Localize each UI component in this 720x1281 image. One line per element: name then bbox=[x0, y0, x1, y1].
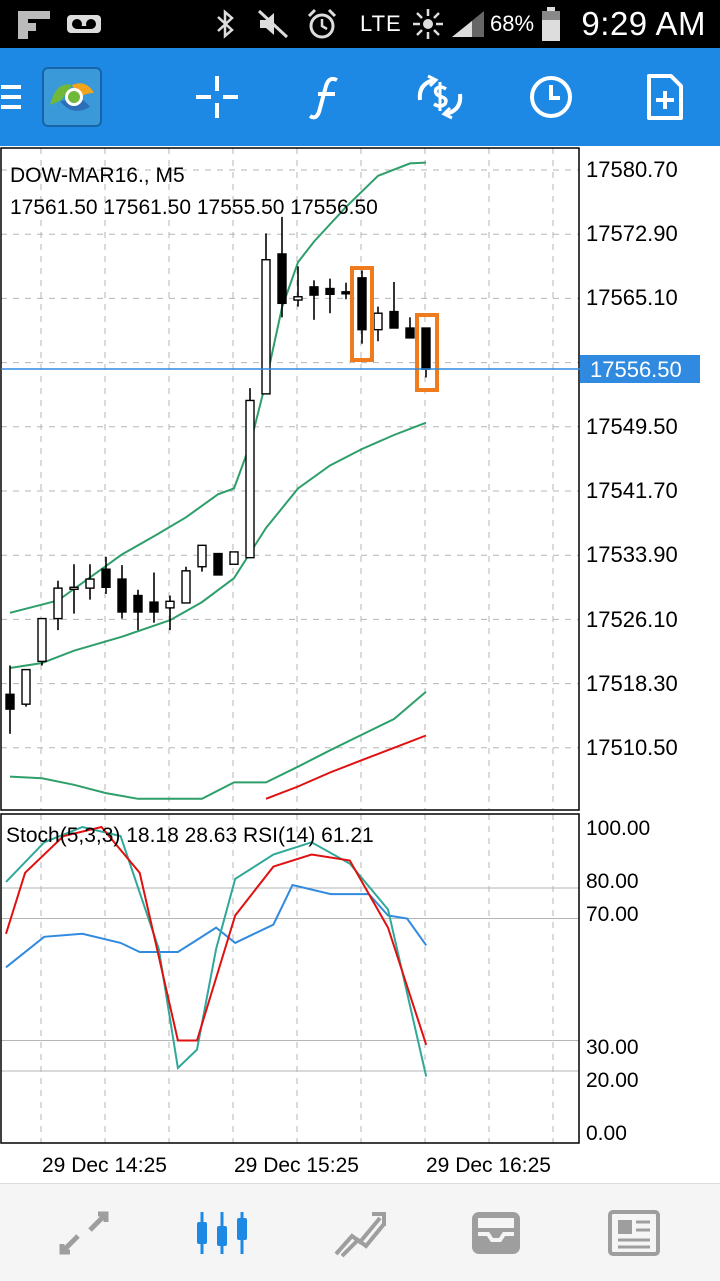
candle-bearish bbox=[277, 253, 287, 305]
price-panel-frame bbox=[0, 147, 580, 811]
candle-bearish bbox=[421, 327, 431, 370]
indicator-tick: 100.00 bbox=[586, 817, 650, 840]
candle-bullish bbox=[229, 551, 239, 565]
time-label: 29 Dec 16:25 bbox=[426, 1154, 551, 1177]
clock-icon[interactable] bbox=[524, 48, 578, 146]
price-tick: 17565.10 bbox=[586, 285, 678, 310]
menu-icon[interactable] bbox=[0, 48, 24, 146]
trade-icon[interactable] bbox=[410, 48, 470, 146]
indicator-tick: 30.00 bbox=[586, 1036, 639, 1059]
time-label: 29 Dec 14:25 bbox=[42, 1154, 167, 1177]
candle-bullish bbox=[197, 544, 207, 568]
battery-icon bbox=[540, 0, 562, 48]
price-tick: 17533.90 bbox=[586, 542, 678, 567]
trade-nav-icon[interactable] bbox=[312, 1184, 408, 1281]
highlight-box-candle-1 bbox=[350, 266, 374, 362]
candle-bearish bbox=[149, 601, 159, 613]
current-price-label: 17556.50 bbox=[590, 357, 682, 382]
bollinger-lower-line bbox=[9, 691, 427, 800]
candle-bearish bbox=[117, 578, 127, 613]
candle-bearish bbox=[213, 552, 223, 576]
chart-grid bbox=[1, 148, 579, 1143]
stochastic-signal-line bbox=[5, 825, 428, 1046]
price-tick: 17580.70 bbox=[586, 157, 678, 182]
bluetooth-icon bbox=[214, 0, 236, 48]
candle-bearish bbox=[389, 310, 399, 329]
price-tick: 17518.30 bbox=[586, 671, 678, 696]
indicator-panel-frame bbox=[0, 813, 580, 1144]
indicator-tick: 80.00 bbox=[586, 870, 639, 893]
candle-bullish bbox=[165, 600, 175, 609]
candle-bullish bbox=[37, 617, 47, 663]
mute-icon bbox=[256, 0, 290, 48]
function-icon[interactable] bbox=[300, 48, 354, 146]
time-label: 29 Dec 15:25 bbox=[234, 1154, 359, 1177]
highlight-box-candle-2 bbox=[415, 313, 439, 392]
status-bar: LTE 68% 9:29 AM bbox=[0, 0, 720, 48]
quotes-nav-icon[interactable] bbox=[36, 1184, 132, 1281]
candle-bullish bbox=[69, 586, 79, 590]
news-nav-icon[interactable] bbox=[586, 1184, 682, 1281]
symbol-label: DOW-MAR16., M5 bbox=[10, 164, 185, 187]
candle-bearish bbox=[101, 568, 111, 589]
current-price-tag bbox=[580, 355, 700, 383]
battery-percent: 68% bbox=[490, 11, 535, 36]
ohlc-label: 17561.50 17561.50 17555.50 17556.50 bbox=[10, 196, 378, 219]
price-tick: 17572.90 bbox=[586, 221, 678, 246]
price-tick: 17510.50 bbox=[586, 735, 678, 760]
signal-icon bbox=[450, 0, 486, 48]
candle-bullish bbox=[85, 578, 95, 589]
alarm-icon bbox=[305, 0, 339, 48]
price-tick: 17549.50 bbox=[586, 414, 678, 439]
indicator-tick: 70.00 bbox=[586, 903, 639, 926]
candle-bearish bbox=[133, 594, 143, 613]
candle-bearish bbox=[341, 291, 351, 295]
clock-time: 9:29 AM bbox=[581, 5, 706, 42]
crosshair-icon[interactable] bbox=[190, 48, 244, 146]
indicator-label: Stoch(5,3,3) 18.18 28.63 RSI(14) 61.21 bbox=[6, 824, 374, 847]
candle-bearish bbox=[309, 286, 319, 296]
candle-bullish bbox=[245, 399, 255, 559]
data-activity-icon bbox=[410, 0, 446, 48]
lte-label: LTE bbox=[360, 11, 402, 36]
moving-average-line bbox=[265, 734, 427, 800]
voicemail-icon bbox=[66, 0, 102, 48]
candle-bullish bbox=[181, 570, 191, 604]
price-tick: 17526.10 bbox=[586, 607, 678, 632]
new-document-icon[interactable] bbox=[638, 48, 692, 146]
indicator-tick: 0.00 bbox=[586, 1122, 627, 1145]
toolbar bbox=[0, 48, 720, 146]
candle-bullish bbox=[261, 259, 271, 395]
chart-nav-icon[interactable] bbox=[174, 1184, 270, 1281]
metatrader-logo-icon[interactable] bbox=[40, 48, 104, 146]
chart[interactable]: 17556.50 DOW-MAR16., M5 17561.50 17561.5… bbox=[0, 146, 720, 1183]
oscillator-lines bbox=[5, 825, 428, 1077]
indicator-tick: 20.00 bbox=[586, 1069, 639, 1092]
candle-bullish bbox=[373, 312, 383, 331]
price-tick: 17541.70 bbox=[586, 478, 678, 503]
rsi-line bbox=[5, 883, 428, 969]
history-nav-icon[interactable] bbox=[448, 1184, 544, 1281]
candle-bearish bbox=[5, 693, 15, 710]
bottom-navigation bbox=[0, 1183, 720, 1281]
candles bbox=[5, 216, 431, 734]
candle-bearish bbox=[325, 287, 335, 295]
bollinger-middle-line bbox=[9, 421, 427, 669]
candle-bearish bbox=[405, 327, 415, 339]
candle-bullish bbox=[53, 587, 63, 620]
candle-bearish bbox=[357, 277, 367, 331]
app-icon bbox=[14, 0, 54, 48]
candle-bullish bbox=[21, 668, 31, 705]
candle-bullish bbox=[293, 296, 303, 301]
